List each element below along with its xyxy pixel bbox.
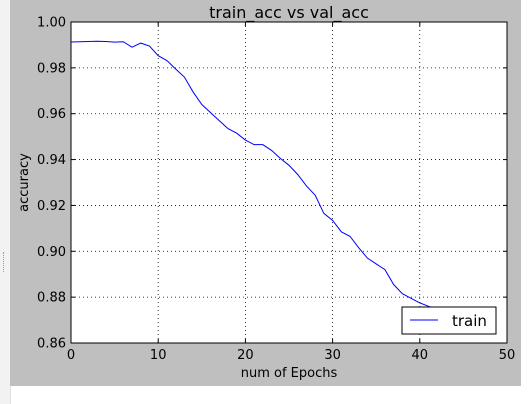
y-tick-labels: 0.86 0.88 0.90 0.92 0.94 0.96 0.98 1.00 xyxy=(37,16,66,352)
series-layer xyxy=(70,40,455,312)
x-tick-labels: 0 10 20 30 40 50 xyxy=(67,348,515,363)
tick-marks xyxy=(70,21,508,344)
y-tick-label: 0.96 xyxy=(37,107,66,122)
grid-lines xyxy=(71,22,507,343)
y-axis-label: accuracy xyxy=(17,153,32,212)
plot-frame xyxy=(70,21,508,344)
x-tick-label: 40 xyxy=(412,348,429,363)
resize-grip[interactable] xyxy=(3,252,5,272)
series-line-train xyxy=(70,40,455,312)
y-tick-label: 0.86 xyxy=(37,337,66,352)
y-tick-label: 1.00 xyxy=(37,16,66,31)
y-tick-label: 0.88 xyxy=(37,291,66,306)
legend: train xyxy=(401,306,497,335)
plot-area xyxy=(70,21,508,344)
x-tick-label: 10 xyxy=(150,348,167,363)
legend-label-train: train xyxy=(452,312,487,330)
x-tick-label: 30 xyxy=(324,348,341,363)
y-tick-label: 0.94 xyxy=(37,153,66,168)
y-tick-label: 0.92 xyxy=(37,199,66,214)
y-tick-label: 0.98 xyxy=(37,61,66,76)
x-axis-label: num of Epochs xyxy=(241,366,338,381)
x-tick-label: 0 xyxy=(67,348,75,363)
chart-title: train_acc vs val_acc xyxy=(209,3,369,23)
x-tick-label: 20 xyxy=(237,348,254,363)
x-tick-label: 50 xyxy=(499,348,516,363)
y-tick-label: 0.90 xyxy=(37,245,66,260)
